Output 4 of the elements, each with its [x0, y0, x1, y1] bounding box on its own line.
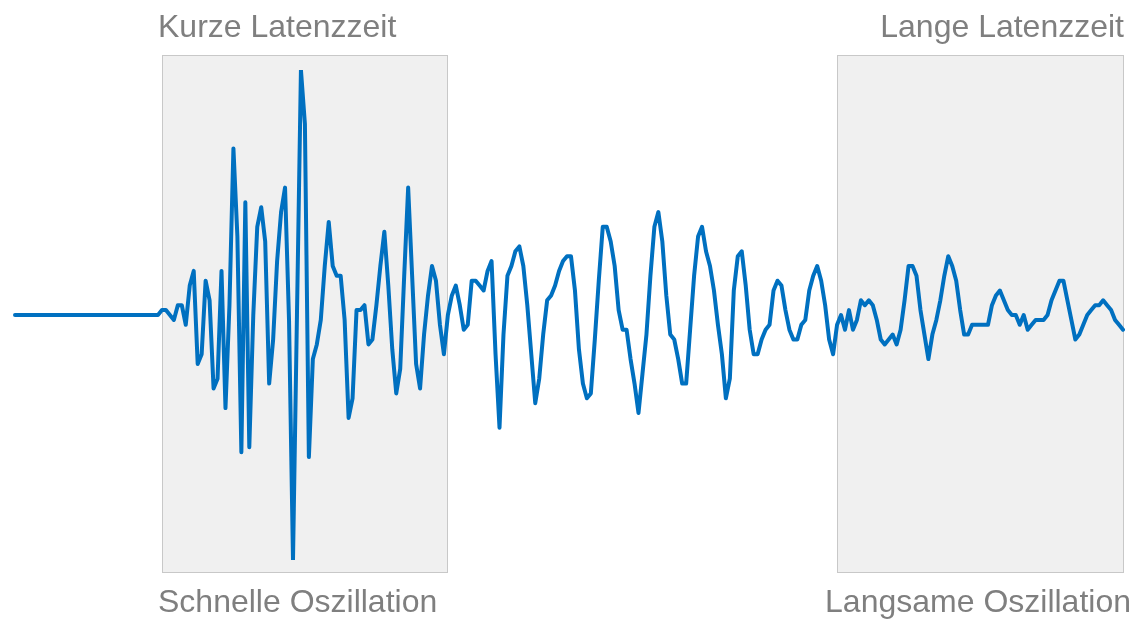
text: Kurze Latenzzeit — [158, 7, 397, 46]
text: Schnelle Oszillation — [158, 582, 438, 619]
text: Lange Latenzzeit — [880, 7, 1124, 46]
text: Langsame Oszillation — [825, 582, 1131, 619]
